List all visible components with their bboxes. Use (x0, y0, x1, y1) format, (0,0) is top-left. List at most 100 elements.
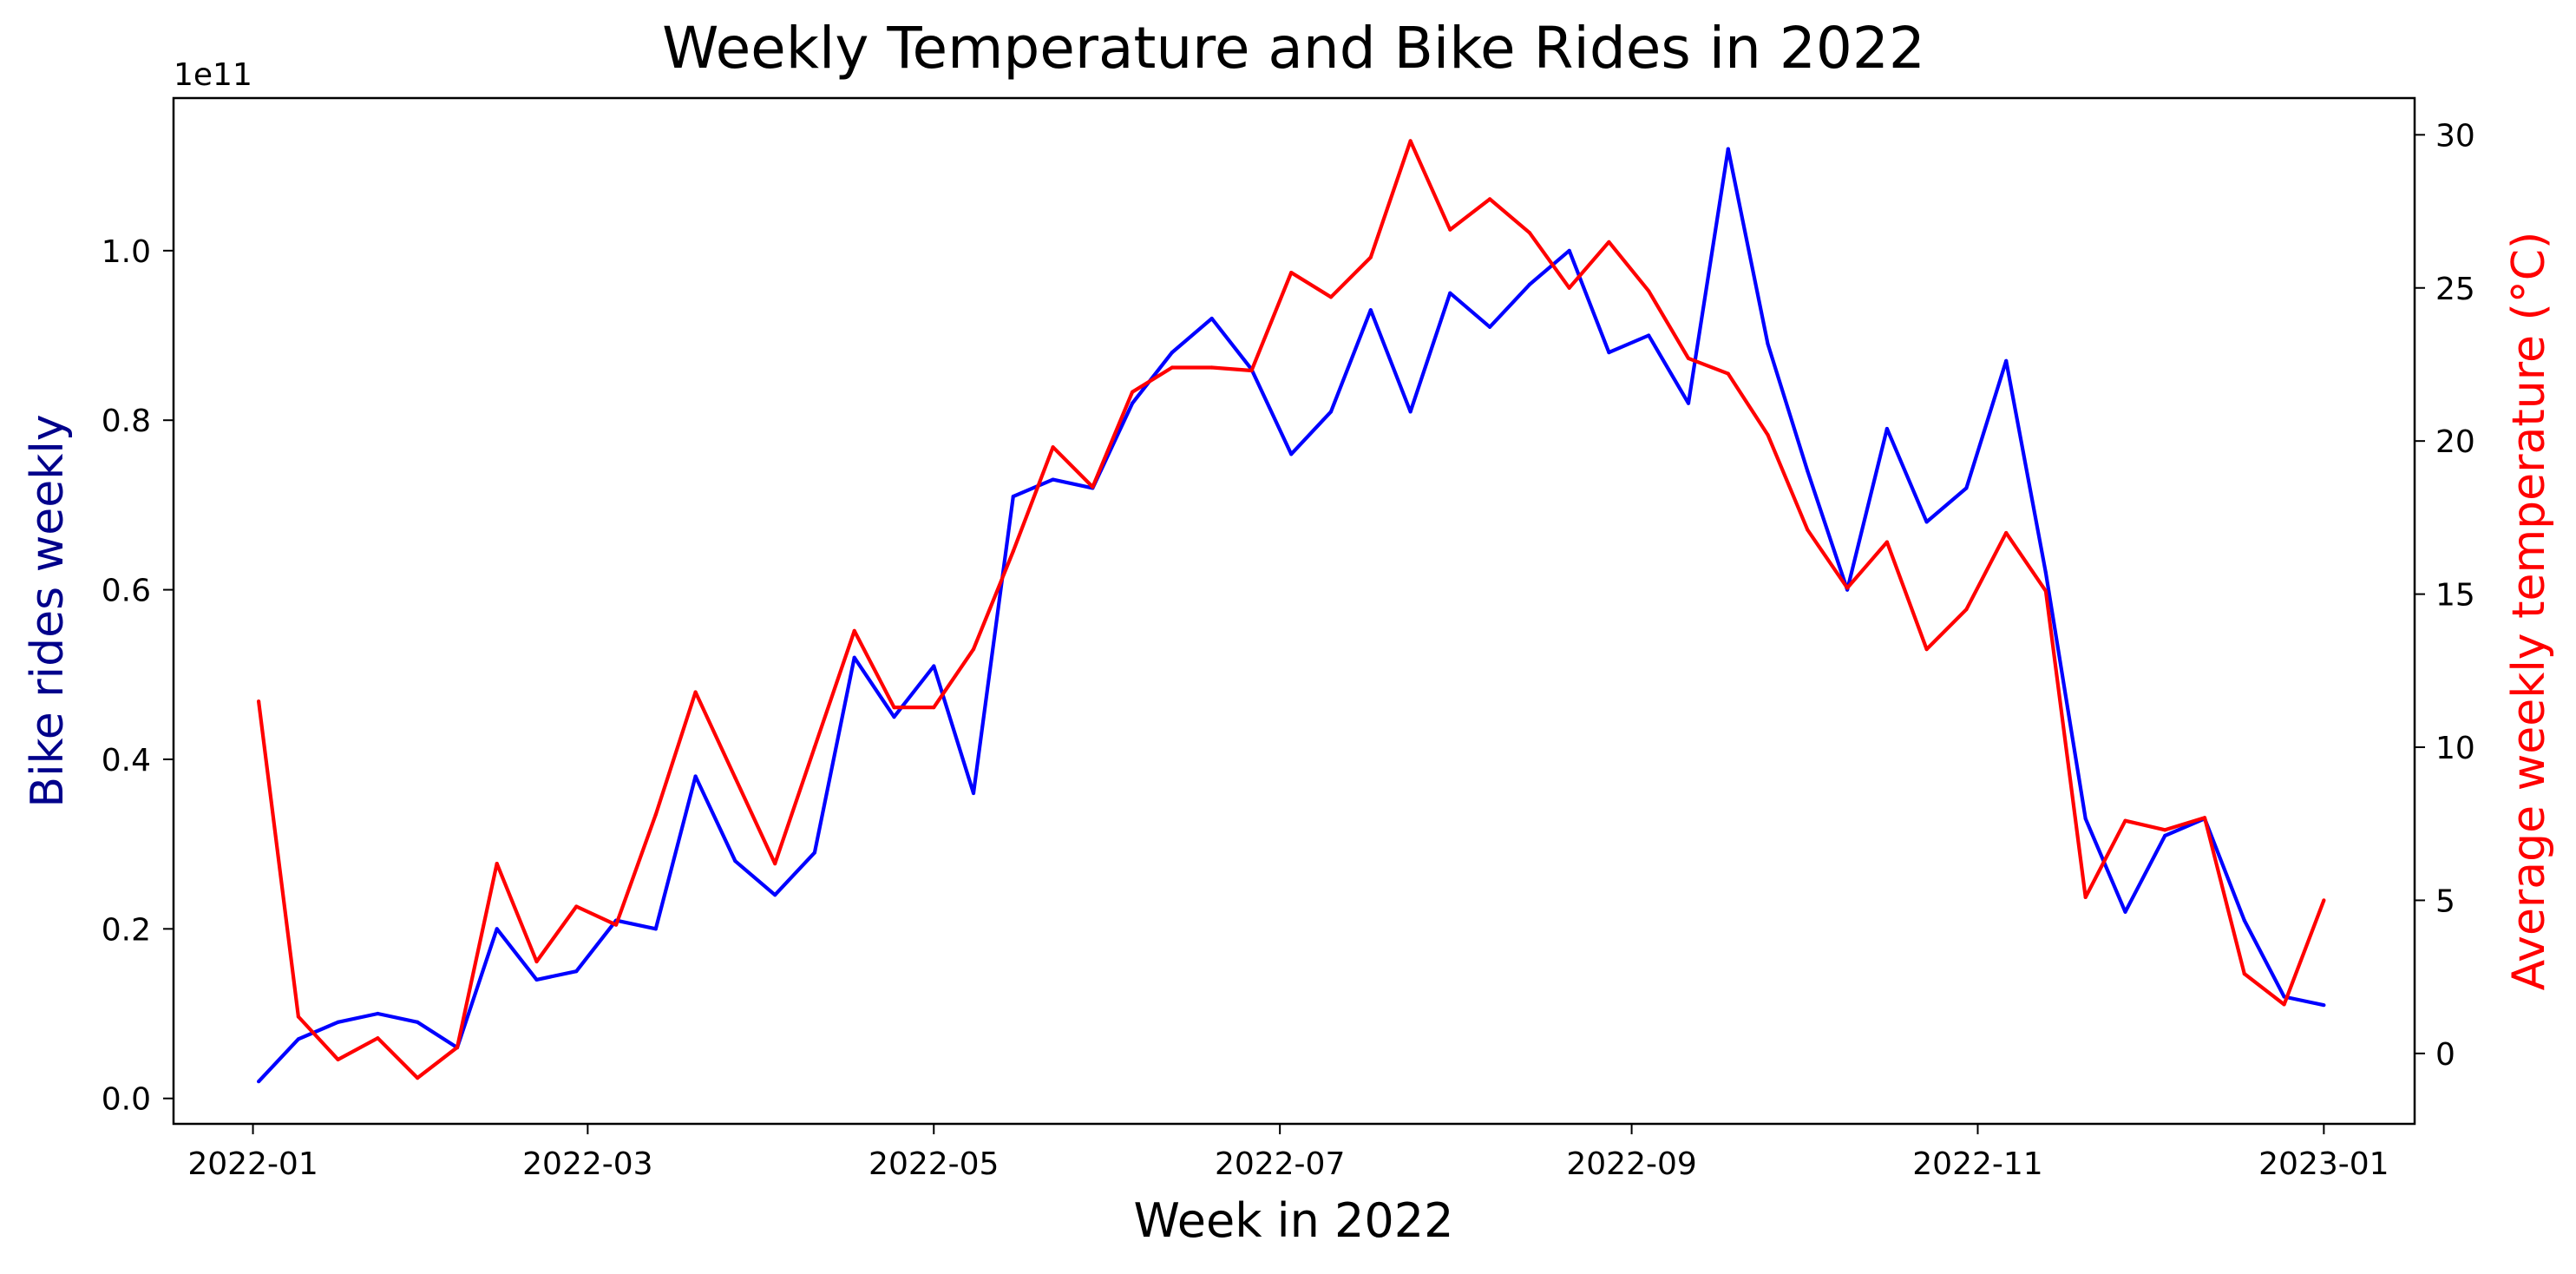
data-point-temperature (1964, 607, 1969, 612)
data-point-bike-rides (773, 893, 777, 897)
data-point-temperature (1170, 365, 1174, 370)
data-point-temperature (416, 1076, 420, 1080)
y-right-tick-label: 15 (2435, 578, 2475, 614)
y-axis-right-label: Average weekly temperature (°C) (2503, 232, 2555, 991)
data-point-bike-rides (812, 850, 817, 855)
data-point-temperature (1686, 356, 1691, 360)
data-point-bike-rides (1289, 452, 1294, 456)
data-point-bike-rides (653, 927, 658, 931)
data-point-temperature (2242, 972, 2246, 976)
data-point-temperature (336, 1057, 340, 1061)
data-point-bike-rides (2043, 570, 2048, 575)
data-point-bike-rides (376, 1011, 380, 1016)
data-point-bike-rides (1686, 401, 1691, 405)
data-point-temperature (1408, 139, 1413, 143)
data-point-bike-rides (1170, 351, 1174, 355)
data-point-bike-rides (534, 977, 539, 982)
data-point-temperature (1726, 371, 1730, 376)
y-left-tick-label: 0.0 (102, 1082, 151, 1118)
data-point-bike-rides (971, 791, 976, 796)
data-point-bike-rides (1368, 308, 1373, 312)
data-point-temperature (376, 1036, 380, 1041)
data-point-bike-rides (257, 1080, 261, 1084)
data-point-temperature (733, 776, 737, 780)
data-point-bike-rides (2123, 910, 2127, 914)
x-tick-label: 2023-01 (2258, 1146, 2389, 1182)
data-point-bike-rides (1607, 351, 1611, 355)
data-point-temperature (1368, 255, 1373, 259)
data-point-temperature (1448, 227, 1452, 232)
data-point-temperature (653, 812, 658, 817)
data-point-temperature (852, 628, 856, 634)
data-point-temperature (1884, 540, 1889, 544)
data-point-temperature (892, 706, 896, 710)
x-tick-label: 2022-07 (1215, 1146, 1345, 1182)
data-point-bike-rides (892, 715, 896, 719)
data-point-temperature (1209, 365, 1214, 370)
data-point-temperature (2083, 895, 2088, 899)
data-point-bike-rides (1328, 410, 1334, 414)
data-point-temperature (534, 959, 539, 964)
y-right-tick-label: 25 (2435, 272, 2475, 307)
y-right-tick-label: 10 (2435, 731, 2475, 766)
data-point-temperature (1567, 286, 1571, 290)
data-point-bike-rides (2083, 817, 2088, 821)
data-point-temperature (932, 706, 936, 710)
data-point-bike-rides (1051, 477, 1055, 482)
data-point-temperature (812, 745, 817, 750)
y-right-tick-label: 0 (2435, 1037, 2455, 1073)
data-point-bike-rides (1408, 410, 1413, 414)
y-left-tick-label: 0.8 (102, 404, 151, 439)
data-point-temperature (1249, 368, 1254, 373)
data-point-temperature (1488, 197, 1492, 201)
data-point-temperature (1091, 485, 1095, 489)
data-point-temperature (1607, 240, 1611, 244)
data-point-temperature (614, 923, 619, 927)
x-tick-label: 2022-09 (1566, 1146, 1696, 1182)
data-point-temperature (1766, 433, 1770, 437)
data-point-temperature (2123, 818, 2127, 823)
data-point-bike-rides (1527, 282, 1531, 286)
y-left-tick-label: 0.4 (102, 743, 151, 778)
data-point-bike-rides (932, 664, 936, 668)
data-point-temperature (1328, 295, 1334, 299)
data-point-bike-rides (1131, 401, 1135, 405)
data-point-temperature (1131, 390, 1135, 394)
data-point-bike-rides (495, 927, 499, 931)
data-point-bike-rides (852, 655, 856, 660)
data-point-bike-rides (2004, 358, 2009, 363)
data-point-bike-rides (693, 774, 698, 778)
y-right-tick-label: 20 (2435, 424, 2475, 460)
x-tick-label: 2022-01 (187, 1146, 318, 1182)
x-tick-label: 2022-11 (1912, 1146, 2042, 1182)
data-point-bike-rides (1884, 426, 1889, 431)
plot-frame (172, 96, 2416, 1126)
data-point-temperature (455, 1045, 460, 1049)
data-point-bike-rides (1766, 342, 1770, 346)
data-point-bike-rides (1726, 147, 1730, 151)
data-point-temperature (773, 862, 777, 866)
data-point-temperature (1924, 647, 1929, 652)
data-point-temperature (1527, 231, 1531, 235)
data-point-bike-rides (1488, 325, 1492, 329)
data-point-bike-rides (1647, 333, 1651, 338)
data-point-bike-rides (416, 1020, 420, 1024)
chart-title: Weekly Temperature and Bike Rides in 202… (662, 15, 1925, 82)
data-point-bike-rides (733, 859, 737, 864)
data-point-temperature (2322, 898, 2326, 903)
y-right-tick-label: 30 (2435, 118, 2475, 154)
data-point-bike-rides (296, 1037, 300, 1041)
data-point-temperature (2043, 589, 2048, 594)
data-point-temperature (1289, 271, 1294, 275)
data-point-temperature (495, 862, 499, 866)
data-point-temperature (1051, 445, 1055, 450)
data-point-bike-rides (2242, 918, 2246, 923)
data-point-bike-rides (574, 969, 579, 974)
data-point-bike-rides (336, 1020, 340, 1024)
y-axis-left-offset-label: 1e11 (174, 57, 252, 93)
data-point-bike-rides (2163, 833, 2167, 838)
x-tick-label: 2022-05 (868, 1146, 999, 1182)
x-tick-label: 2022-03 (522, 1146, 652, 1182)
